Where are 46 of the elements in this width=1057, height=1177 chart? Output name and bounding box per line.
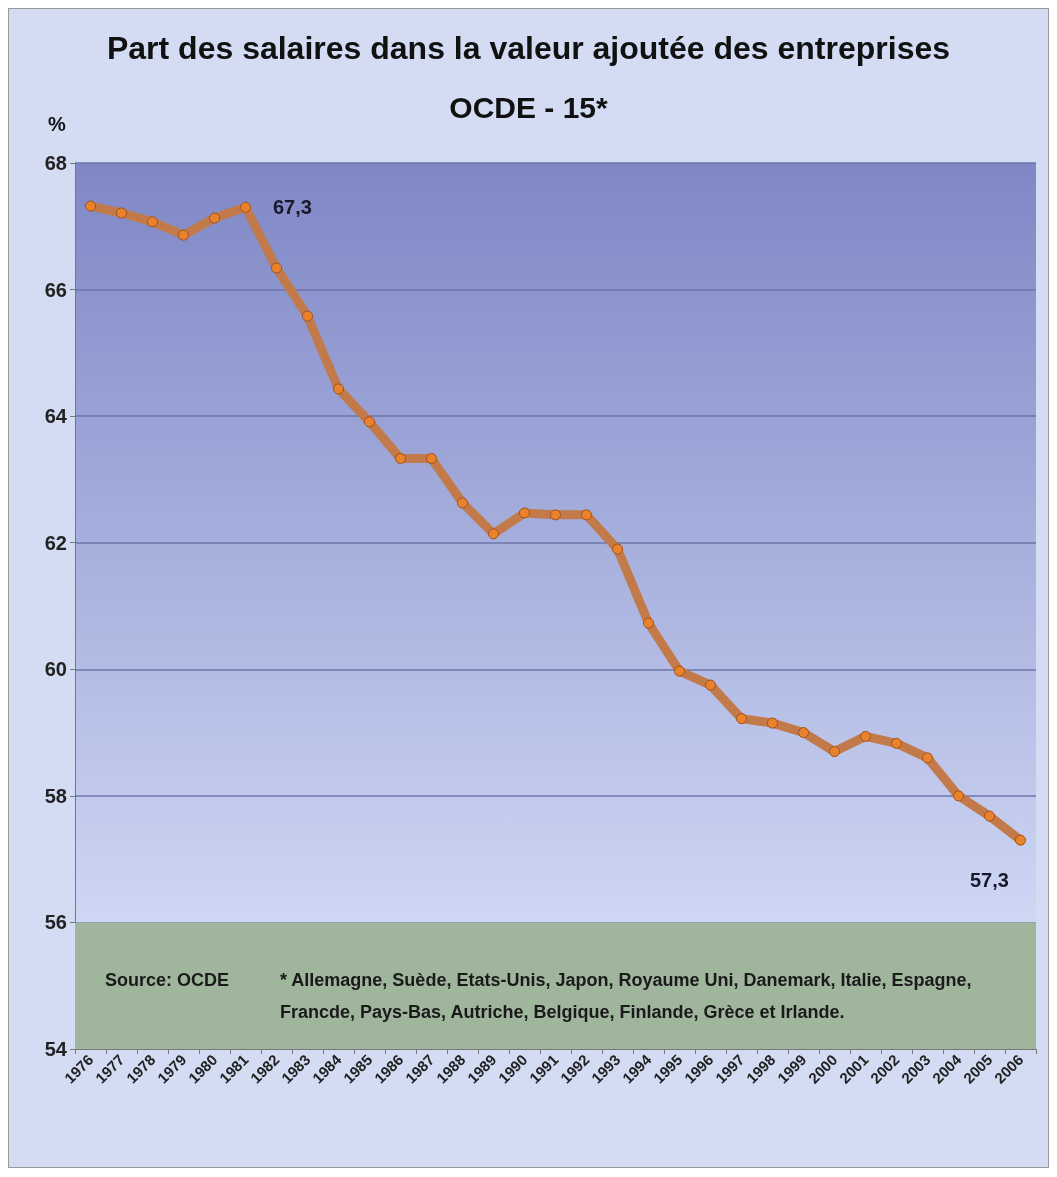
point bbox=[736, 713, 747, 725]
point bbox=[798, 727, 809, 739]
point bbox=[891, 737, 902, 749]
point bbox=[116, 207, 127, 219]
point bbox=[581, 509, 592, 521]
y-tick-label: 64 bbox=[44, 405, 68, 428]
point bbox=[829, 746, 840, 758]
point bbox=[178, 229, 189, 241]
y-axis-title: % bbox=[48, 113, 66, 135]
y-tick-label: 54 bbox=[44, 1038, 68, 1060]
annotation: * Allemagne, Suède, Etats-Unis, Japon, Royaume Uni, Danemark, Italie, Espagne, Francde, Pays-Bas, Autriche, Belgique, Finlande, Grèce et Irlande. bbox=[280, 969, 977, 1022]
y-tick-label: 60 bbox=[44, 658, 67, 681]
point bbox=[457, 497, 468, 509]
point bbox=[302, 310, 313, 322]
point bbox=[426, 453, 437, 465]
chart-title: Part des salaires dans la valeur ajoutée des entreprises bbox=[106, 30, 951, 66]
point bbox=[1015, 834, 1026, 846]
point bbox=[364, 416, 375, 428]
point bbox=[922, 752, 933, 764]
point bbox=[860, 730, 871, 742]
y-tick-label: 56 bbox=[44, 911, 67, 934]
point bbox=[519, 507, 530, 519]
point bbox=[674, 665, 685, 677]
point bbox=[767, 717, 778, 729]
point bbox=[395, 453, 406, 465]
point bbox=[643, 617, 654, 629]
data-label: 57,3 bbox=[970, 869, 1009, 892]
point bbox=[984, 810, 995, 822]
point bbox=[147, 216, 158, 228]
y-tick-label: 62 bbox=[44, 531, 67, 554]
point bbox=[85, 200, 96, 212]
annotation: Source: OCDE bbox=[105, 969, 230, 990]
data-label: 67,3 bbox=[273, 196, 312, 219]
point bbox=[550, 509, 561, 521]
point bbox=[488, 528, 499, 540]
y-tick-label: 66 bbox=[44, 278, 67, 301]
y-tick-label: 68 bbox=[44, 152, 67, 174]
point bbox=[953, 790, 964, 802]
point bbox=[240, 201, 251, 213]
chart-subtitle: OCDE - 15* bbox=[449, 90, 609, 124]
y-tick-label: 58 bbox=[44, 784, 67, 807]
point bbox=[705, 679, 716, 691]
point bbox=[333, 383, 344, 395]
point bbox=[209, 212, 220, 224]
point bbox=[271, 262, 282, 274]
point bbox=[612, 543, 623, 555]
